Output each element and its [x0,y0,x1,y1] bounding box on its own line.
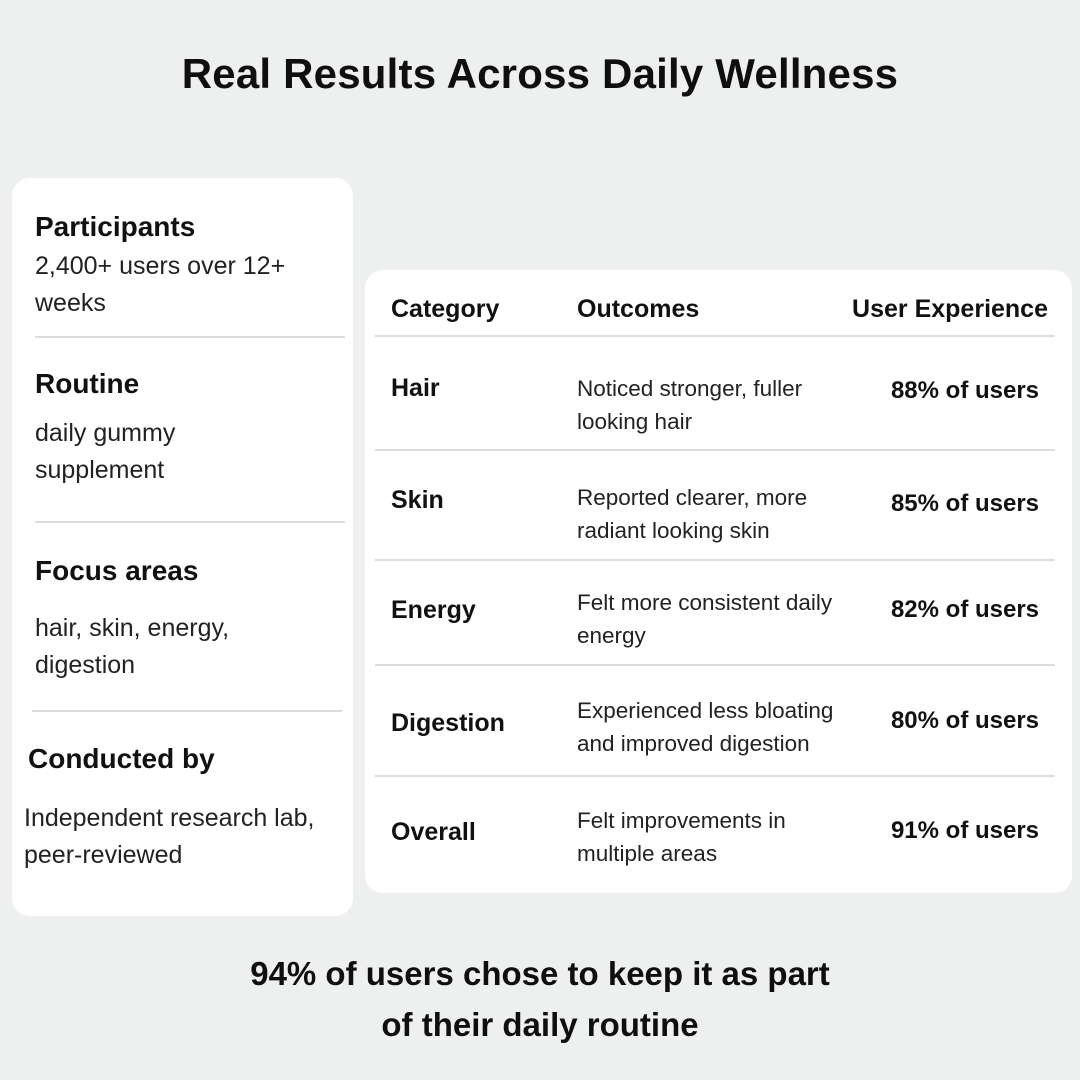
footer-statement: 94% of users chose to keep it as part of… [0,948,1080,1050]
experience-cell: 82% of users [890,596,1040,623]
focus-value: hair, skin, energy, digestion [35,614,230,679]
experience-cell: 80% of users [890,707,1040,734]
participants-label: Participants [35,211,196,242]
row-divider [375,664,1055,666]
header-category: Category [391,295,500,323]
category-cell: Skin [391,486,444,514]
footer-text: 94% of users chose to keep it as part of… [250,955,830,1043]
divider [35,521,345,523]
study-info-card: Participants 2,400+ users over 12+ weeks… [12,178,353,916]
header-outcomes: Outcomes [577,295,700,323]
outcome-cell: Reported clearer, more radiant looking s… [577,485,808,543]
outcome-cell: Felt improvements in multiple areas [577,808,786,866]
divider [32,710,342,712]
conducted-section: Conducted by Independent research lab, p… [24,742,353,874]
row-divider [375,559,1055,561]
experience-cell: 91% of users [890,817,1040,844]
focus-section: Focus areas hair, skin, energy, digestio… [35,554,335,684]
participants-section: Participants 2,400+ users over 12+ weeks [35,210,335,322]
header-divider [375,335,1055,337]
header-user-experience: User Experience [852,295,1048,323]
outcome-cell: Felt more consistent daily energy [577,590,833,648]
results-table: Category Outcomes User Experience Hair N… [365,270,1072,893]
outcome-cell: Noticed stronger, fuller looking hair [577,376,803,434]
category-cell: Digestion [391,709,505,737]
row-divider [375,449,1055,451]
row-divider [375,775,1055,777]
conducted-label: Conducted by [28,743,215,774]
routine-label: Routine [35,368,140,399]
participants-value: 2,400+ users over 12+ weeks [35,252,286,317]
conducted-value: Independent research lab, peer-reviewed [24,804,315,869]
experience-cell: 88% of users [890,377,1040,404]
category-cell: Energy [391,596,476,624]
focus-label: Focus areas [35,555,199,586]
outcome-cell: Experienced less bloating and improved d… [577,698,834,756]
divider [35,336,345,338]
page-title: Real Results Across Daily Wellness [181,50,899,97]
experience-cell: 85% of users [890,490,1040,517]
category-cell: Overall [391,818,476,846]
category-cell: Hair [391,374,440,402]
routine-value: daily gummy supplement [35,419,176,484]
routine-section: Routine daily gummy supplement [35,367,335,489]
